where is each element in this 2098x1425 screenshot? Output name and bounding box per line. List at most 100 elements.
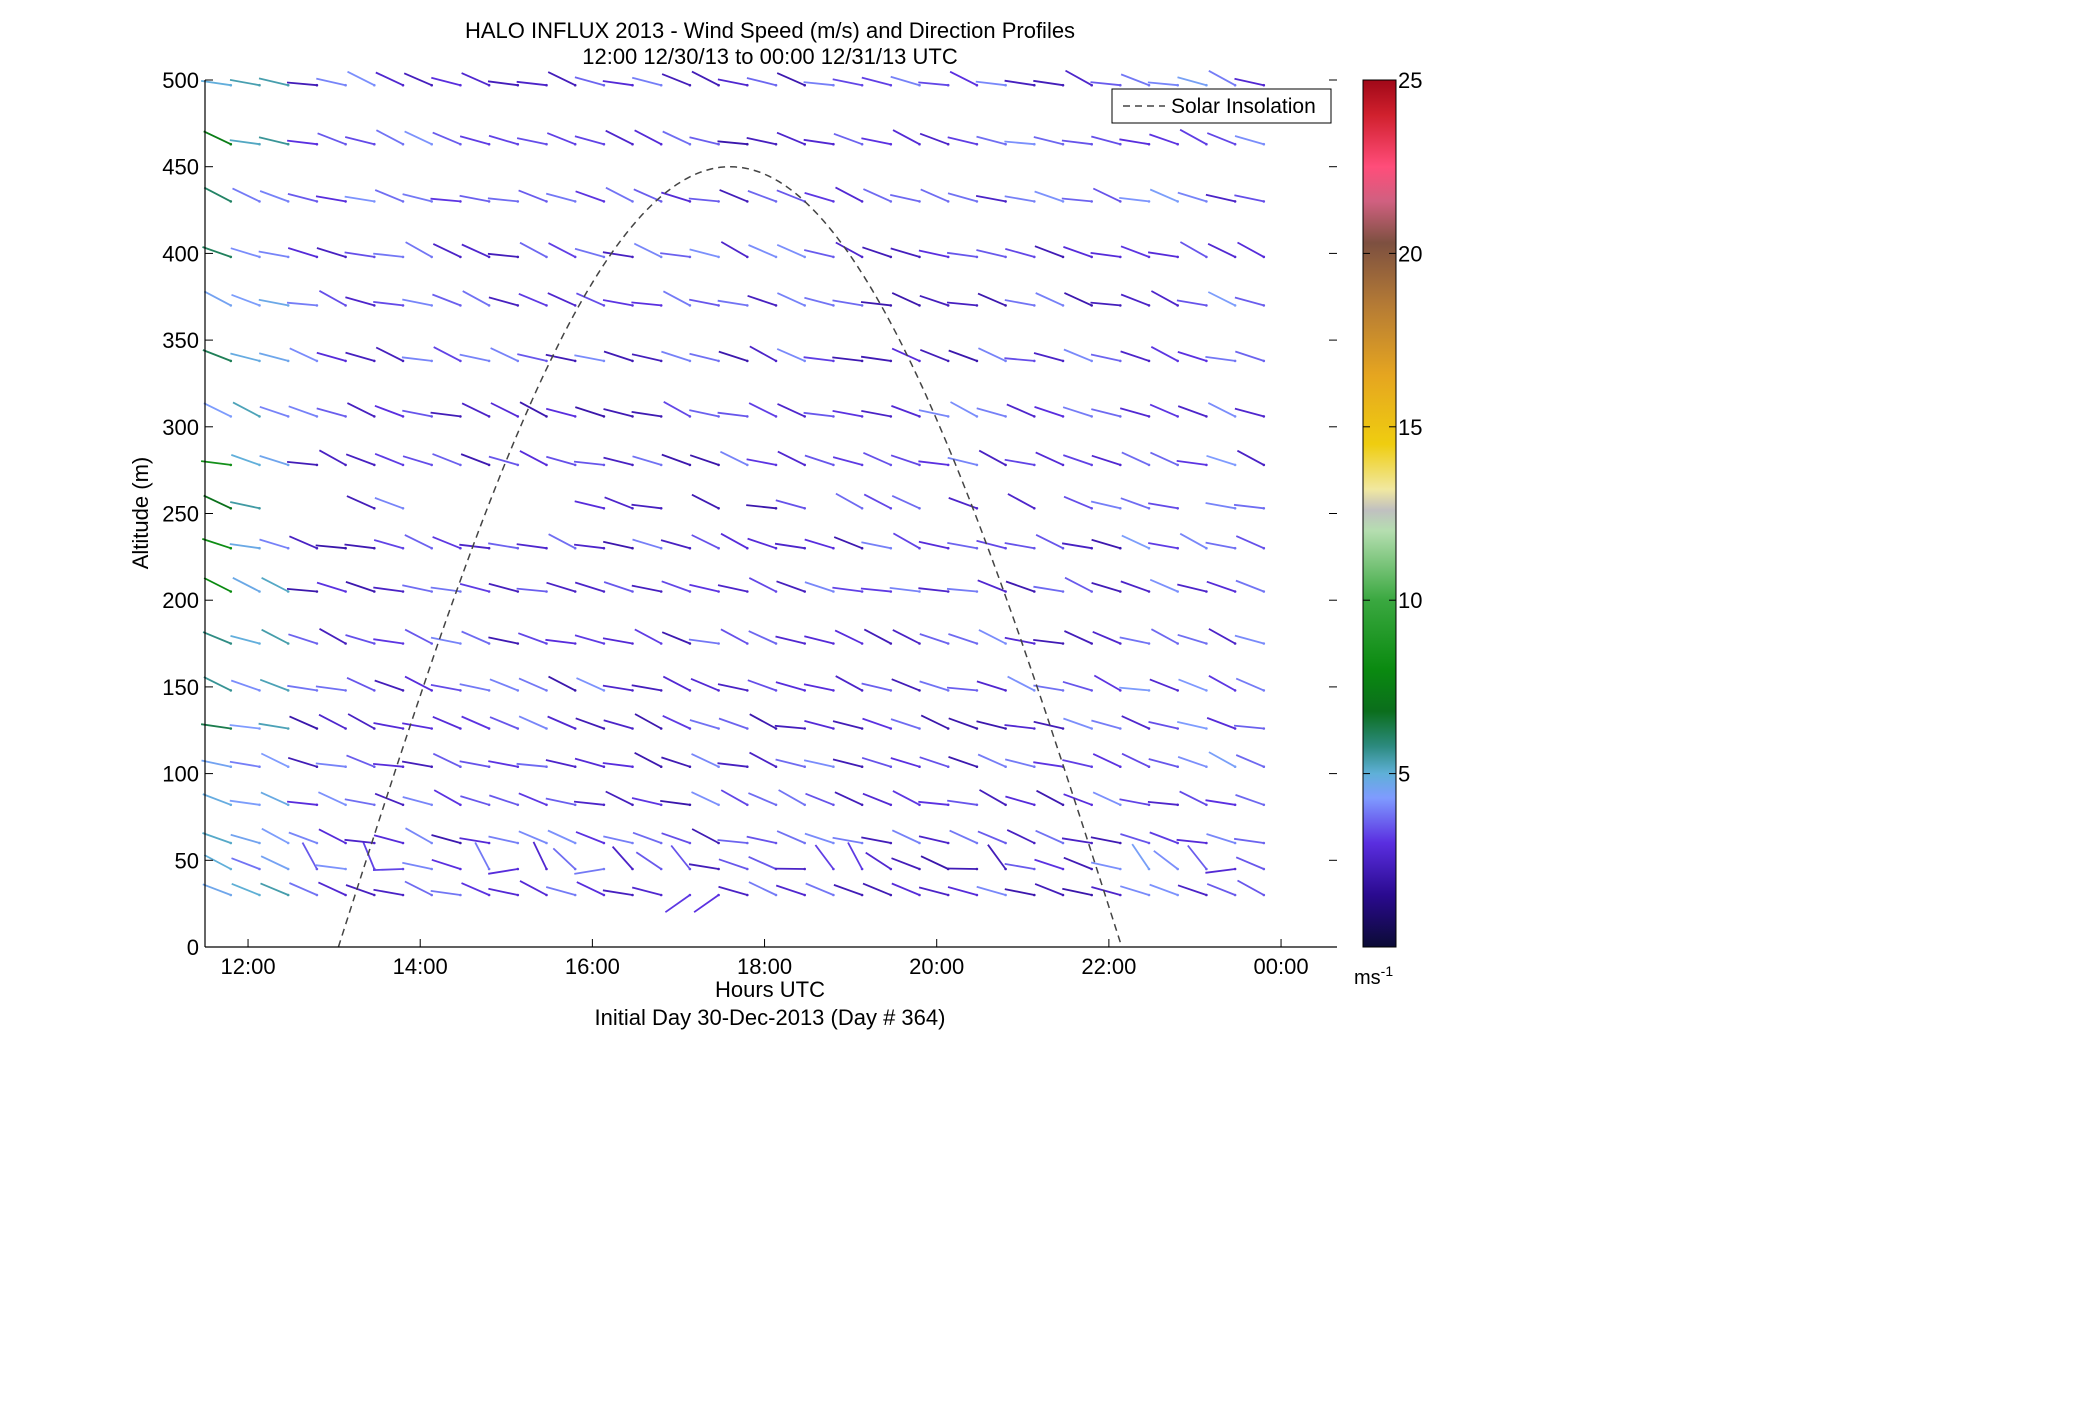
wind-barb	[947, 799, 978, 806]
wind-barb-head	[659, 463, 663, 467]
wind-barb-head	[1004, 689, 1007, 692]
wind-barb	[258, 352, 289, 362]
wind-barb	[1119, 798, 1150, 806]
wind-barb	[634, 628, 662, 645]
wind-barb-head	[1090, 546, 1093, 550]
wind-barb-head	[1090, 642, 1093, 645]
wind-barb	[1004, 542, 1035, 550]
wind-barb-head	[889, 304, 893, 307]
wind-barb-head	[832, 359, 835, 363]
wind-barb	[948, 717, 978, 730]
wind-barb-head	[545, 83, 548, 87]
wind-barb	[574, 757, 605, 768]
wind-barbs	[200, 69, 1266, 913]
wind-barb-head	[918, 841, 921, 845]
wind-barb-head	[717, 590, 720, 593]
wind-barb-head	[1061, 83, 1065, 87]
wind-barb	[259, 455, 289, 466]
wind-barb	[717, 762, 748, 768]
wind-barb-head	[258, 304, 261, 307]
wind-barb	[775, 681, 805, 692]
wind-barb-head	[1147, 463, 1151, 467]
wind-barb-head	[430, 867, 434, 871]
wind-barb-head	[545, 359, 548, 363]
wind-barb-head	[860, 546, 864, 550]
wind-barb	[833, 132, 863, 146]
wind-barb-head	[258, 463, 261, 467]
x-tick-label: 20:00	[909, 954, 964, 979]
wind-barb-head	[258, 689, 261, 692]
wind-barb-head	[975, 590, 979, 593]
wind-barb	[459, 194, 490, 203]
wind-barb-head	[602, 727, 606, 730]
wind-barb-head	[602, 642, 606, 645]
wind-barb	[373, 722, 404, 730]
wind-barb	[460, 453, 490, 466]
wind-barb-head	[344, 359, 347, 363]
wind-barb-head	[229, 255, 233, 259]
wind-barb-head	[688, 463, 692, 467]
wind-barb	[890, 718, 920, 730]
x-axis-label-day: Initial Day 30-Dec-2013 (Day # 364)	[595, 1005, 946, 1030]
wind-barb-head	[946, 304, 950, 307]
wind-barb	[918, 886, 949, 896]
wind-barb	[632, 538, 662, 550]
wind-barb	[203, 577, 232, 593]
wind-barb-head	[229, 546, 233, 550]
wind-barb	[691, 791, 719, 806]
wind-barb-head	[1033, 142, 1036, 146]
wind-barb-head	[1147, 765, 1151, 768]
wind-barb-head	[1061, 546, 1065, 550]
wind-barb	[203, 854, 232, 870]
wind-barb-head	[746, 590, 749, 593]
wind-barb-head	[459, 359, 462, 363]
wind-barb	[373, 539, 404, 550]
wind-barb	[861, 682, 892, 692]
wind-barb	[977, 579, 1006, 593]
wind-barb-head	[1233, 727, 1237, 730]
wind-barb	[488, 868, 518, 875]
colorbar-gradient	[1362, 79, 1397, 948]
wind-barb	[402, 409, 432, 418]
y-tick-label: 350	[162, 328, 199, 353]
wind-barb-head	[717, 304, 720, 307]
wind-barb	[316, 247, 346, 258]
wind-barb-head	[1090, 507, 1093, 510]
wind-barb	[1153, 850, 1179, 870]
wind-barb	[404, 675, 433, 692]
wind-barb-head	[286, 200, 290, 203]
wind-barb-head	[717, 142, 720, 146]
wind-barb	[631, 797, 662, 806]
wind-barb	[662, 714, 691, 730]
wind-barb-head	[344, 765, 347, 768]
wind-barb-head	[401, 359, 405, 363]
wind-barb-head	[516, 200, 520, 203]
wind-barb-head	[946, 841, 950, 845]
wind-barb-head	[889, 142, 893, 146]
wind-barb	[602, 684, 633, 692]
wind-barb-head	[1147, 359, 1151, 363]
wind-barb-head	[487, 642, 491, 645]
wind-barb	[259, 405, 289, 418]
wind-barb-head	[258, 893, 261, 897]
wind-barb	[718, 885, 748, 896]
wind-barb-head	[1004, 359, 1007, 363]
wind-barb-head	[1061, 415, 1065, 418]
wind-barb-head	[516, 415, 520, 418]
wind-barb	[1034, 883, 1064, 896]
wind-barb-head	[975, 727, 979, 730]
wind-barb	[746, 77, 777, 87]
wind-barb	[862, 246, 892, 258]
wind-barb	[804, 635, 834, 645]
wind-barb-head	[545, 689, 548, 692]
wind-barb-head	[1233, 83, 1237, 87]
wind-barb-head	[430, 546, 434, 550]
wind-barb	[1119, 686, 1150, 692]
wind-barb-head	[1004, 727, 1007, 730]
wind-barb	[260, 752, 289, 768]
wind-barb-head	[286, 803, 290, 807]
wind-barb	[231, 857, 260, 870]
wind-barb-head	[688, 304, 692, 307]
wind-barb	[259, 538, 289, 550]
wind-barb-head	[1147, 83, 1151, 87]
